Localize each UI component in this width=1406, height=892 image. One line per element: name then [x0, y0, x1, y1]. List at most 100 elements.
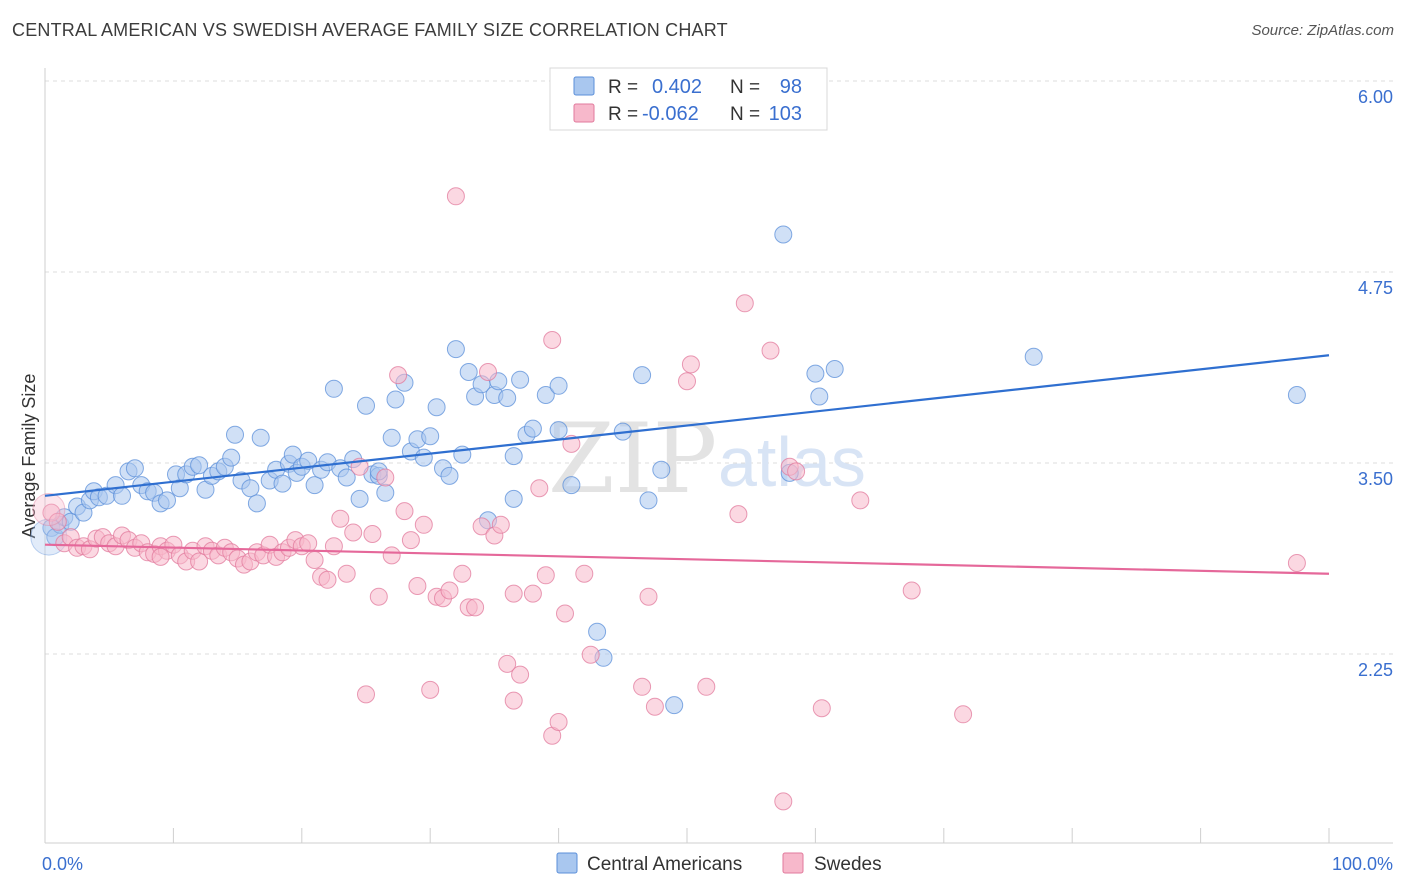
point-swedes — [681, 355, 700, 374]
y-tick-label: 4.75 — [1358, 278, 1393, 298]
point-swedes — [504, 691, 523, 710]
point-central-americans — [536, 386, 555, 404]
point-central-americans — [113, 486, 131, 505]
point-central-americans — [427, 398, 446, 417]
point-swedes — [498, 654, 517, 673]
point-central-americans — [376, 483, 395, 502]
legend-n-label: N = — [730, 104, 760, 125]
y-axis-label: Average Family Size — [19, 374, 39, 539]
point-central-americans — [305, 476, 324, 495]
y-tick-label: 2.25 — [1358, 660, 1393, 680]
point-swedes — [32, 493, 66, 527]
point-central-americans — [446, 340, 465, 359]
point-central-americans — [324, 379, 343, 398]
series-central-americans — [30, 225, 1306, 715]
y-tick-label: 3.50 — [1358, 469, 1393, 489]
point-central-americans — [357, 396, 375, 415]
point-central-americans — [283, 445, 302, 464]
point-central-americans — [158, 491, 176, 510]
point-swedes — [331, 509, 350, 528]
point-swedes — [735, 294, 754, 313]
legend-swatch-central-americans — [573, 76, 595, 96]
source-label: Source: ZipAtlas.com — [1251, 22, 1394, 39]
gridlines — [45, 80, 1393, 655]
point-swedes — [575, 564, 594, 583]
point-swedes — [376, 468, 395, 487]
point-swedes — [382, 546, 401, 565]
point-swedes — [761, 341, 780, 360]
point-central-americans — [1287, 386, 1306, 404]
point-swedes — [369, 587, 388, 606]
watermark: ZIP atlas — [548, 403, 866, 515]
point-central-americans — [414, 448, 433, 467]
bottom-legend-label: Central Americans — [587, 854, 742, 875]
point-central-americans — [350, 489, 369, 508]
point-central-americans — [498, 389, 517, 407]
point-swedes — [472, 517, 491, 536]
legend-r-value: 0.402 — [652, 76, 702, 98]
point-central-americans — [523, 419, 542, 438]
point-central-americans — [504, 447, 523, 466]
point-swedes — [511, 665, 530, 684]
x-tick-label-min: 0.0% — [42, 854, 83, 874]
watermark-zip: ZIP — [548, 403, 717, 515]
point-central-americans — [459, 363, 478, 381]
point-central-americans — [549, 421, 568, 440]
point-swedes — [389, 366, 408, 385]
point-swedes — [414, 515, 433, 534]
point-swedes — [395, 502, 414, 521]
point-central-americans — [190, 456, 209, 475]
point-swedes — [305, 551, 324, 569]
point-central-americans — [810, 387, 829, 406]
legend-r-value: -0.062 — [642, 103, 699, 125]
point-swedes — [1287, 554, 1306, 572]
y-tick-labels: 2.25 3.50 4.75 6.00 — [1358, 87, 1393, 680]
trend-lines — [44, 354, 1330, 575]
series-swedes — [32, 187, 1306, 811]
legend-box: R = 0.402 N = 98 R = -0.062 N = 103 — [549, 67, 828, 131]
point-central-americans — [774, 225, 793, 244]
bottom-legend-label: Swedes — [814, 854, 882, 875]
legend-n-value: 98 — [780, 76, 802, 98]
point-swedes — [549, 713, 568, 731]
bottom-legend: Central Americans Swedes — [556, 852, 882, 875]
point-central-americans — [382, 428, 401, 447]
point-swedes — [408, 577, 427, 595]
point-central-americans — [633, 366, 652, 385]
legend-n-label: N = — [730, 77, 760, 98]
legend-r-label: R = — [608, 104, 638, 125]
point-swedes — [151, 547, 170, 566]
point-central-americans — [652, 460, 671, 479]
point-swedes — [479, 363, 497, 381]
axes — [44, 68, 1393, 844]
bottom-legend-swatch-swedes — [782, 852, 804, 874]
point-central-americans — [299, 451, 318, 470]
point-swedes — [523, 584, 542, 603]
point-central-americans — [549, 376, 568, 395]
point-swedes — [491, 515, 510, 534]
point-swedes — [299, 534, 318, 553]
point-swedes — [729, 505, 748, 524]
point-swedes — [344, 523, 363, 542]
point-swedes — [440, 581, 459, 600]
point-swedes — [556, 604, 574, 623]
point-swedes — [504, 584, 523, 603]
point-swedes — [401, 531, 420, 550]
point-central-americans — [241, 479, 260, 498]
y-tick-label: 6.00 — [1358, 87, 1393, 107]
legend-swatch-swedes — [573, 103, 595, 123]
point-swedes — [697, 677, 716, 696]
point-swedes — [678, 372, 696, 391]
point-central-americans — [273, 474, 292, 493]
legend-n-value: 103 — [769, 103, 802, 125]
point-central-americans — [226, 425, 244, 444]
point-swedes — [446, 187, 465, 206]
chart-title: CENTRAL AMERICAN VS SWEDISH AVERAGE FAMI… — [12, 20, 728, 40]
point-swedes — [190, 552, 209, 571]
point-swedes — [536, 566, 555, 585]
bottom-legend-swatch-central-americans — [556, 852, 578, 874]
point-central-americans — [247, 494, 266, 513]
point-swedes — [812, 699, 831, 718]
legend-r-label: R = — [608, 77, 638, 98]
